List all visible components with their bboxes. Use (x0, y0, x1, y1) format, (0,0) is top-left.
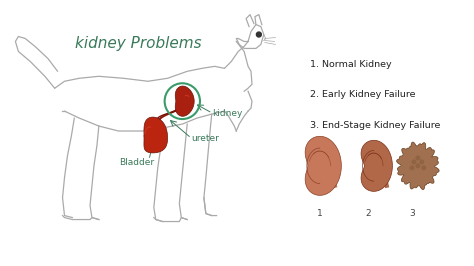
Polygon shape (144, 117, 168, 153)
Circle shape (411, 159, 417, 164)
Polygon shape (397, 142, 439, 190)
Circle shape (410, 165, 414, 170)
Text: kidney: kidney (212, 109, 243, 118)
Text: 1: 1 (317, 209, 322, 218)
Circle shape (415, 155, 420, 160)
Polygon shape (305, 136, 341, 195)
Text: Bladder: Bladder (119, 158, 155, 167)
Text: 2. Early Kidney Failure: 2. Early Kidney Failure (310, 90, 416, 99)
Circle shape (256, 32, 261, 37)
Polygon shape (361, 140, 392, 191)
Text: kidney Problems: kidney Problems (74, 36, 201, 51)
Text: 3. End-Stage Kidney Failure: 3. End-Stage Kidney Failure (310, 120, 440, 130)
Text: 1. Normal Kidney: 1. Normal Kidney (310, 60, 392, 69)
Circle shape (421, 165, 426, 170)
Circle shape (419, 159, 424, 164)
Text: ureter: ureter (191, 134, 219, 143)
Text: 2: 2 (365, 209, 371, 218)
Text: 3: 3 (410, 209, 415, 218)
Circle shape (415, 163, 420, 168)
Polygon shape (175, 86, 194, 116)
